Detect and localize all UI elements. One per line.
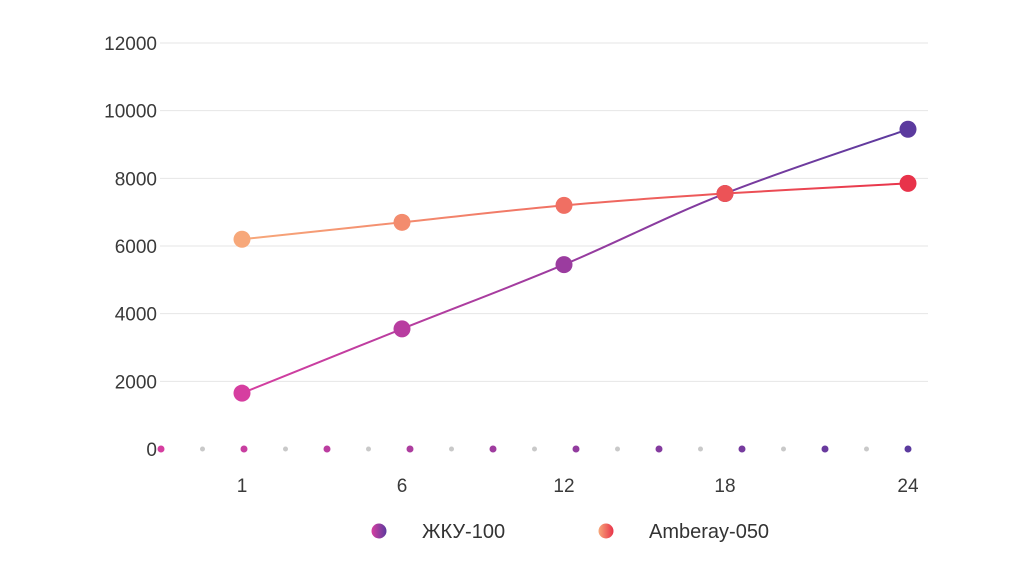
axis-marker xyxy=(864,446,869,452)
axis-marker xyxy=(406,445,414,453)
x-tick-label: 6 xyxy=(397,476,408,497)
legend-label: ЖКУ-100 xyxy=(422,521,505,543)
axis-marker xyxy=(781,446,786,452)
data-point xyxy=(393,213,411,231)
legend-marker xyxy=(371,523,387,539)
data-point xyxy=(233,230,251,248)
series-line-2 xyxy=(241,182,909,241)
axis-marker xyxy=(200,446,205,452)
x-axis: 1 6 12 18 24 xyxy=(237,476,919,497)
axis-marker xyxy=(904,445,912,453)
x-axis-baseline-markers xyxy=(157,445,912,453)
y-tick-label: 12000 xyxy=(104,34,157,55)
axis-marker xyxy=(572,445,580,453)
y-tick-label: 2000 xyxy=(115,372,157,393)
axis-marker xyxy=(821,445,829,453)
series-line-1 xyxy=(241,128,909,395)
axis-marker xyxy=(738,445,746,453)
legend-item-2[interactable]: Amberay-050 xyxy=(568,521,769,543)
legend[interactable]: ЖКУ-100 Amberay-050 xyxy=(341,521,769,543)
axis-marker xyxy=(157,445,165,453)
data-point xyxy=(393,320,411,338)
data-point xyxy=(899,120,917,138)
axis-marker xyxy=(449,446,454,452)
data-point xyxy=(716,185,734,203)
axis-marker xyxy=(489,445,497,453)
x-tick-label: 24 xyxy=(897,476,919,497)
axis-marker xyxy=(283,446,288,452)
series xyxy=(233,120,917,402)
axis-marker xyxy=(532,446,537,452)
y-axis: 0 2000 4000 6000 8000 10000 12000 xyxy=(104,34,157,461)
y-tick-label: 4000 xyxy=(115,305,157,326)
data-point xyxy=(555,256,573,274)
data-point xyxy=(555,196,573,214)
x-tick-label: 12 xyxy=(553,476,574,497)
x-tick-label: 18 xyxy=(714,476,735,497)
legend-label: Amberay-050 xyxy=(649,521,769,543)
axis-marker xyxy=(323,445,331,453)
axis-marker xyxy=(366,446,371,452)
y-tick-label: 10000 xyxy=(104,102,157,123)
axis-marker xyxy=(615,446,620,452)
y-tick-label: 6000 xyxy=(115,237,157,258)
data-point xyxy=(233,384,251,402)
y-tick-label: 8000 xyxy=(115,169,157,190)
legend-item-1[interactable]: ЖКУ-100 xyxy=(341,521,505,543)
legend-marker xyxy=(598,523,614,539)
axis-marker xyxy=(698,446,703,452)
data-point xyxy=(899,174,917,192)
axis-marker xyxy=(240,445,248,453)
axis-marker xyxy=(655,445,663,453)
x-tick-label: 1 xyxy=(237,476,248,497)
gridlines xyxy=(160,42,928,382)
y-tick-label: 0 xyxy=(146,440,157,461)
